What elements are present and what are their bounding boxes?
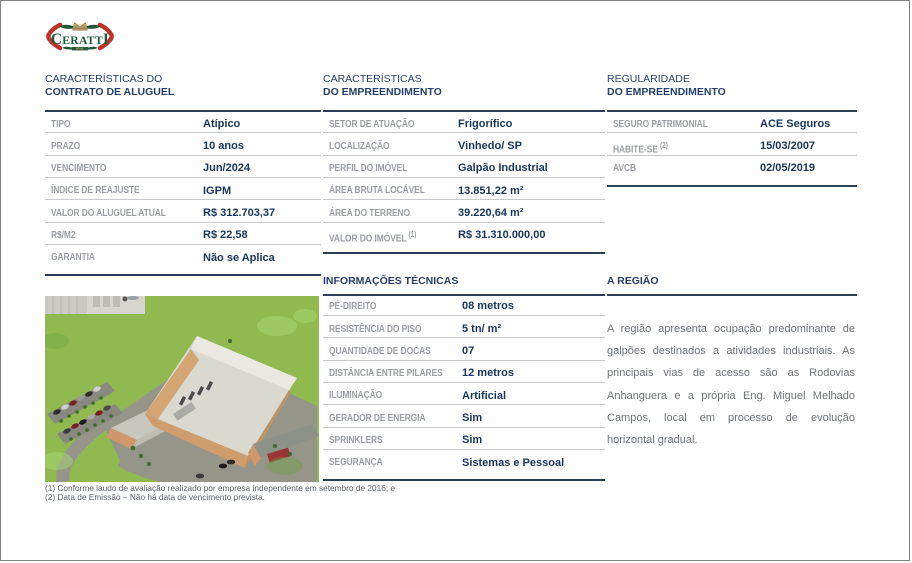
svg-text:CERATTI: CERATTI	[51, 31, 109, 48]
